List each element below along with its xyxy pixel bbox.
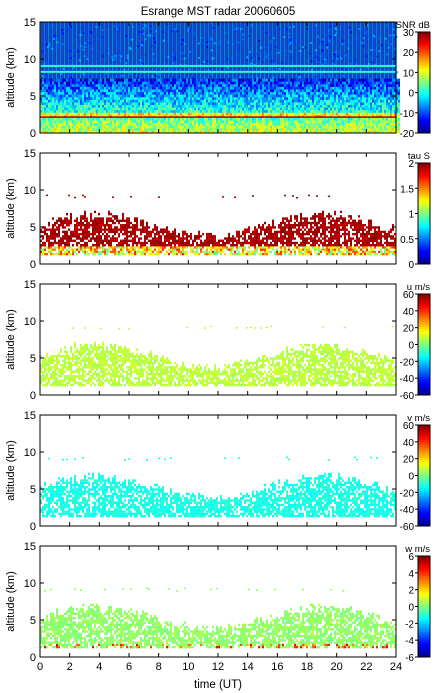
colorbar-label: u m/s	[407, 282, 430, 293]
x-tick-label: 20	[331, 661, 343, 673]
colorbar-tick-label: 0	[408, 341, 414, 352]
colorbar-tick-label: 2	[408, 586, 414, 597]
colorbar-tick-label: 1	[408, 210, 414, 221]
x-axis-label: time (UT)	[194, 679, 242, 691]
colorbar-label: tau S	[408, 151, 430, 162]
colorbar-tick-label: 0	[408, 603, 414, 614]
colorbar-tick-label: 30	[403, 28, 415, 39]
y-tick-label: 10	[24, 185, 36, 197]
heatmap-field	[40, 325, 396, 387]
colorbar: 60 40 20 0 -20 -40 -60	[400, 290, 431, 402]
y-axis-label: altitude (km)	[5, 178, 17, 239]
x-tick-label: 0	[37, 661, 43, 673]
colorbar: 30 20 10 0 -10 -20	[400, 28, 431, 140]
y-tick-label: 0	[30, 259, 36, 271]
x-tick-label: 24	[390, 661, 402, 673]
colorbar-tick-label: 10	[403, 68, 415, 79]
heatmap-field	[40, 456, 396, 518]
panel-w: 0 5 10 15 altitude (km) 6 4 2 0 -2 -4 -6 w m/s	[5, 541, 431, 664]
colorbar-label: w m/s	[404, 544, 430, 555]
colorbar-tick-label: -6	[405, 653, 414, 664]
panel-v: 0 5 10 15 altitude (km) 60 40 20 0 -20 -40 -60 v m/s	[5, 410, 431, 533]
y-axis-label: altitude (km)	[5, 47, 17, 108]
panel-tau: 0 5 10 15 altitude (km) 2 1.5 1 0.5 0 tau S	[5, 148, 431, 271]
colorbar-label: SNR dB	[396, 20, 430, 31]
colorbar-tick-label: 0	[408, 472, 414, 483]
y-tick-label: 10	[24, 447, 36, 459]
y-tick-label: 5	[30, 615, 36, 627]
y-tick-label: 10	[24, 54, 36, 66]
colorbar: 2 1.5 1 0.5 0	[400, 159, 431, 271]
y-tick-label: 5	[30, 222, 36, 234]
figure-title: Esrange MST radar 20060605	[141, 6, 296, 18]
heatmap-field	[40, 22, 400, 134]
y-tick-label: 10	[24, 316, 36, 328]
y-tick-label: 15	[24, 279, 36, 291]
heatmap-field	[40, 194, 396, 256]
x-tick-label: 18	[301, 661, 313, 673]
colorbar-tick-label: 20	[403, 324, 415, 335]
colorbar-tick-label: -10	[400, 109, 415, 120]
y-tick-label: 10	[24, 578, 36, 590]
y-axis-label: altitude (km)	[5, 440, 17, 501]
x-tick-label: 8	[156, 661, 162, 673]
y-tick-label: 5	[30, 484, 36, 496]
colorbar-tick-label: 2	[408, 159, 414, 170]
colorbar-tick-label: -60	[400, 391, 415, 402]
x-tick-label: 2	[67, 661, 73, 673]
colorbar-tick-label: 1.5	[400, 184, 414, 195]
colorbar-tick-label: -20	[400, 488, 415, 499]
colorbar: 6 4 2 0 -2 -4 -6	[405, 552, 431, 664]
colorbar-tick-label: -2	[405, 619, 414, 630]
colorbar-tick-label: 40	[403, 307, 415, 318]
x-tick-label: 16	[271, 661, 283, 673]
colorbar-tick-label: -20	[400, 357, 415, 368]
panel-u: 0 5 10 15 altitude (km) 60 40 20 0 -20 -40 -60 u m/s	[5, 279, 431, 402]
colorbar-tick-label: -40	[400, 505, 415, 516]
y-tick-label: 5	[30, 91, 36, 103]
colorbar-tick-label: 60	[403, 421, 415, 432]
colorbar-tick-label: -4	[405, 636, 414, 647]
y-tick-label: 5	[30, 353, 36, 365]
colorbar-tick-label: 0	[408, 260, 414, 271]
y-axis-label: altitude (km)	[5, 571, 17, 632]
colorbar-tick-label: 4	[408, 569, 414, 580]
colorbar-tick-label: 20	[403, 455, 415, 466]
y-tick-label: 15	[24, 541, 36, 553]
heatmap-field	[40, 587, 396, 649]
y-axis-label: altitude (km)	[5, 309, 17, 370]
x-tick-label: 14	[242, 661, 254, 673]
x-tick-label: 6	[126, 661, 132, 673]
y-tick-label: 15	[24, 410, 36, 422]
y-tick-label: 0	[30, 390, 36, 402]
colorbar-tick-label: 0.5	[400, 235, 414, 246]
y-tick-label: 0	[30, 128, 36, 140]
colorbar-tick-label: -60	[400, 522, 415, 533]
x-tick-label: 10	[182, 661, 194, 673]
colorbar-tick-label: 40	[403, 438, 415, 449]
colorbar-tick-label: 0	[408, 89, 414, 100]
y-tick-label: 15	[24, 148, 36, 160]
panel-SNR: 0 5 10 15 altitude (km) 30 20 10 0 -10 -20 SNR dB	[5, 17, 431, 140]
colorbar-tick-label: -20	[400, 129, 415, 140]
y-tick-label: 0	[30, 652, 36, 664]
colorbar-tick-label: 60	[403, 290, 415, 301]
x-axis-ticks: 0 2 4 6 8 10 12 14 16 18 20 22 24	[37, 661, 402, 673]
y-tick-label: 0	[30, 521, 36, 533]
colorbar-tick-label: 6	[408, 552, 414, 563]
y-tick-label: 15	[24, 17, 36, 29]
colorbar-tick-label: -40	[400, 374, 415, 385]
colorbar-tick-label: 20	[403, 48, 415, 59]
x-tick-label: 22	[360, 661, 372, 673]
colorbar: 60 40 20 0 -20 -40 -60	[400, 421, 431, 533]
x-tick-label: 12	[212, 661, 224, 673]
colorbar-label: v m/s	[407, 413, 430, 424]
x-tick-label: 4	[96, 661, 102, 673]
